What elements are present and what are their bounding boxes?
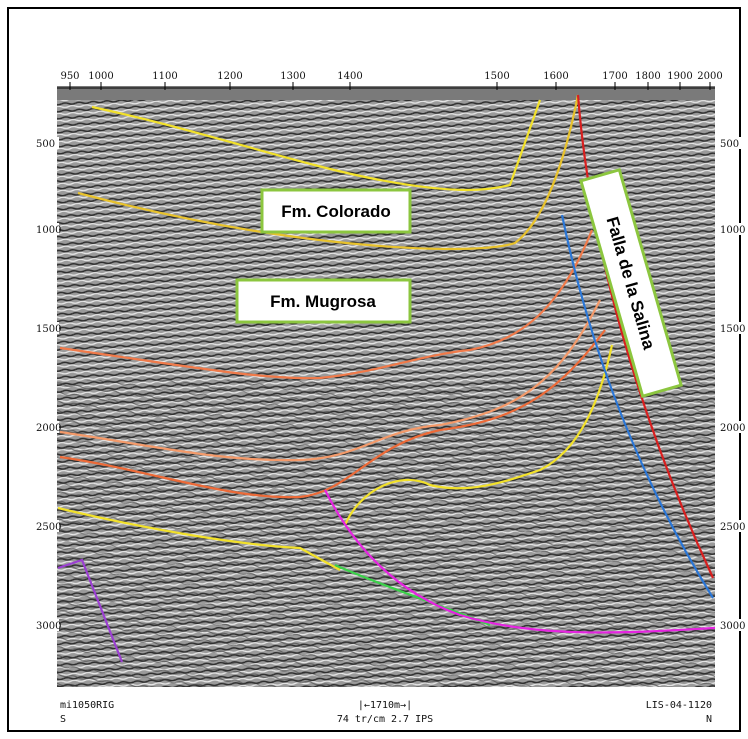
tick-bg [33,520,59,532]
label-colorado: Fm. Colorado [260,188,412,234]
top-tick-label: 1200 [217,71,242,82]
top-tick-label: 1300 [280,71,305,82]
footer [57,687,715,723]
top-tick-label: 1100 [152,71,177,82]
right-tick-label: 1000 [720,225,745,236]
right-tick-label: 3000 [720,621,745,632]
left-tick-label: 1000 [36,225,61,236]
tick-bg [33,421,59,433]
tick-bg [33,619,59,631]
tick-bg [717,619,743,631]
tick-bg [717,421,743,433]
horizon [91,99,542,192]
top-tick-label: 1700 [602,71,627,82]
direction: S [60,714,66,725]
tick-bg [717,322,743,334]
right-axis: 500 1000 1500 2000 2500 3000 [717,137,745,632]
top-tick-label: 2000 [697,71,722,82]
right-tick-label: 1500 [720,324,745,335]
top-axis: 950 1000 1100 1200 1300 1400 1500 1600 1700 1800 1… [60,71,723,90]
scale-bar: |←1710m→| [358,700,412,711]
top-tick-label: 1800 [635,71,660,82]
top-tick-label: 1600 [543,71,568,82]
left-tick-label: 2000 [36,423,61,434]
line-id: LIS-04-1120 [646,700,712,711]
horizon [57,558,124,663]
tick-bg [717,223,743,235]
formation-label: Fm. Colorado [281,202,391,221]
right-tick-label: 2000 [720,423,745,434]
top-tick-label: 950 [60,71,79,82]
left-axis: 500 1000 1500 2000 2500 3000 [33,137,61,632]
formation-label: Fm. Mugrosa [270,292,376,311]
section-top [57,86,715,100]
tick-bg [717,520,743,532]
horizon [77,94,580,251]
left-tick-label: 500 [36,139,55,150]
right-tick-label: 500 [720,139,739,150]
tick-bg [33,137,59,149]
horizon [324,489,716,634]
horizons [57,94,716,663]
top-tick-label: 1900 [667,71,692,82]
horizon [343,344,614,526]
top-tick-label: 1000 [88,71,113,82]
left-tick-label: 1500 [36,324,61,335]
fault [560,214,714,599]
top-tick-label: 1500 [484,71,509,82]
label-box [235,278,412,324]
right-tick-label: 2500 [720,522,745,533]
direction: N [706,714,712,725]
label-box [579,167,683,399]
scale-text: 74 tr/cm 2.7 IPS [337,714,433,725]
horizon [59,329,606,499]
tick-bg [33,223,59,235]
seismic-texture [57,380,715,687]
left-tick-label: 2500 [36,522,61,533]
tick-bg [33,322,59,334]
label-mugrosa: Fm. Mugrosa [235,278,412,324]
top-tick-label: 1400 [337,71,362,82]
horizon [59,299,601,462]
left-tick-label: 3000 [36,621,61,632]
line-id: mi1050RIG [60,700,114,711]
horizon [57,506,341,571]
horizon [59,229,594,380]
fault [576,94,714,579]
label-box [260,188,412,234]
tick-bg [717,137,743,149]
